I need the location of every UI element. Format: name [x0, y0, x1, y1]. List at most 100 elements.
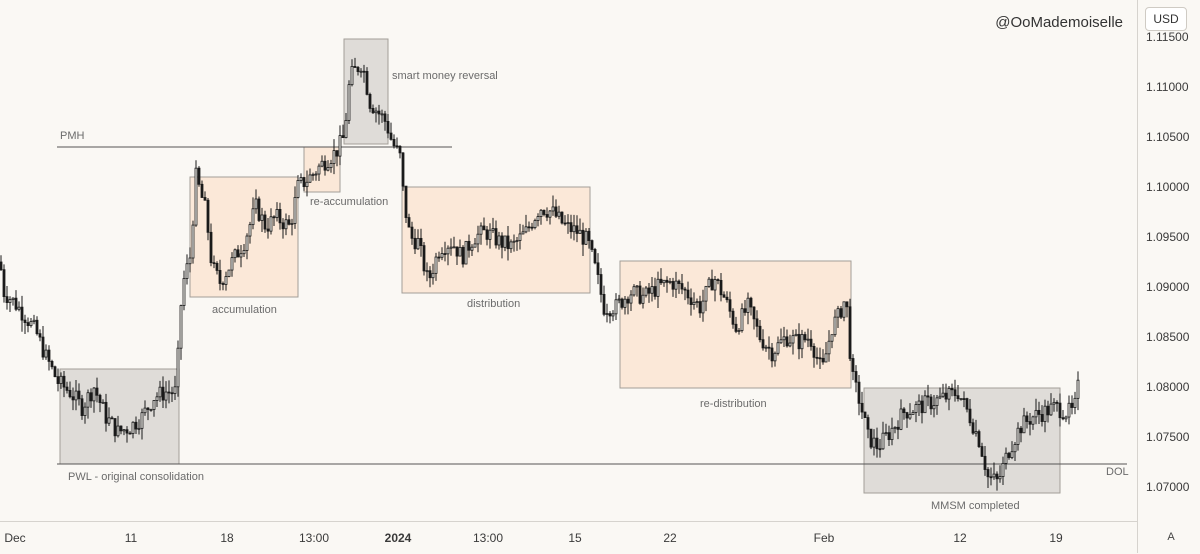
candle-body [158, 386, 162, 398]
x-tick-label: 2024 [384, 531, 412, 545]
candle-body [146, 407, 150, 410]
candle-body [896, 426, 900, 430]
re-accumulation-label: re-accumulation [310, 196, 389, 208]
candle-body [8, 299, 12, 303]
dol-label: DOL [1106, 466, 1129, 478]
candle-body [485, 229, 489, 240]
candle-body [953, 389, 957, 397]
candle-body [392, 138, 396, 147]
candle-body [590, 240, 594, 250]
candle-body [629, 294, 633, 304]
level-layer [57, 146, 1127, 465]
candle-body [299, 177, 303, 181]
candle-body [1046, 405, 1050, 416]
candle-body [527, 226, 531, 229]
candle-body [1040, 414, 1044, 422]
candle-body [677, 280, 681, 284]
candle-body [728, 299, 732, 312]
x-tick-label: 13:00 [472, 531, 504, 545]
candle-body [458, 246, 462, 257]
candle-body [248, 224, 252, 237]
candle-body [605, 313, 609, 315]
candle-body [554, 206, 558, 217]
candle-body [947, 388, 951, 400]
price-chart[interactable] [0, 0, 1137, 521]
candle-body [599, 274, 603, 295]
candle-body [164, 391, 168, 401]
candle-body [431, 272, 435, 279]
candle-body [878, 448, 882, 451]
candle-body [821, 357, 825, 363]
candle-body [929, 396, 933, 410]
candle-body [224, 276, 228, 285]
candle-body [806, 338, 810, 341]
candle-body [2, 269, 6, 298]
candle-body [611, 313, 615, 317]
candle-body [338, 135, 342, 157]
candle-body [779, 339, 783, 344]
candle-body [689, 297, 693, 305]
candle-body [242, 250, 246, 255]
candle-body [917, 400, 921, 405]
candle-body [857, 381, 861, 404]
candle-body [335, 150, 339, 157]
candle-body [1049, 403, 1053, 416]
candle-body [641, 294, 645, 304]
candle-body [536, 216, 540, 221]
candle-body [773, 352, 777, 362]
candle-body [512, 240, 516, 243]
candle-body [950, 388, 954, 391]
price-scale[interactable] [1137, 0, 1200, 553]
candle-body [860, 402, 864, 413]
x-tick-label: 22 [663, 531, 677, 545]
candle-body [632, 286, 636, 296]
candle-body [578, 229, 582, 234]
time-axis[interactable] [0, 521, 1137, 554]
y-tick-label: 1.07500 [1146, 430, 1190, 444]
candle-body [440, 253, 444, 258]
candle-body [416, 237, 420, 250]
candle-body [197, 167, 201, 185]
accumulation-label: accumulation [212, 304, 277, 316]
candle-body [251, 208, 255, 226]
candle-body [920, 400, 924, 414]
candle-body [803, 334, 807, 341]
candle-body [707, 278, 711, 287]
candle-body [539, 209, 543, 217]
candle-body [692, 301, 696, 305]
candle-body [434, 256, 438, 274]
currency-button[interactable]: USD [1145, 7, 1187, 31]
candle-body [989, 476, 993, 479]
candle-body [26, 322, 30, 326]
candle-body [470, 246, 474, 251]
candle-body [401, 152, 405, 187]
candle-body [284, 219, 288, 230]
candle-body [656, 278, 660, 297]
candle-body [710, 278, 714, 291]
candle-body [842, 301, 846, 318]
candle-body [1043, 405, 1047, 422]
pwl-consolidation-label: PWL - original consolidation [68, 471, 204, 483]
candle-body [1076, 379, 1080, 399]
candle-body [1064, 416, 1068, 420]
candle-body [368, 93, 372, 109]
auto-scale-button[interactable]: A [1167, 531, 1175, 543]
candle-body [581, 229, 585, 245]
candle-body [350, 66, 354, 86]
candle-body [518, 233, 522, 241]
candle-body [383, 113, 387, 122]
candle-body [143, 407, 147, 414]
zone-box [59, 368, 180, 465]
candle-body [530, 226, 534, 229]
candle-body [734, 323, 738, 332]
candle-body [497, 235, 501, 246]
candle-body [587, 230, 591, 242]
candle-body [962, 398, 966, 400]
candle-body [221, 283, 225, 285]
y-tick-label: 1.08000 [1146, 380, 1190, 394]
candle-body [791, 335, 795, 344]
candle-body [119, 425, 123, 432]
candle-body [887, 432, 891, 441]
candle-body [959, 398, 963, 400]
candle-body [206, 199, 210, 233]
